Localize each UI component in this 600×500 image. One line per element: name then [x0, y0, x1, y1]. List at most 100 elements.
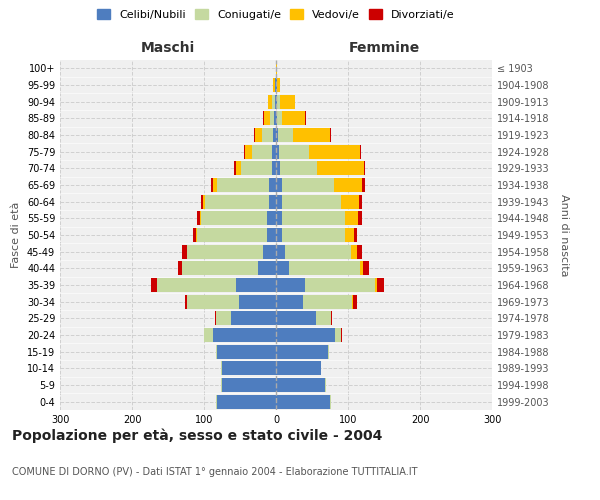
Bar — [216, 394, 217, 409]
Bar — [353, 294, 356, 308]
Bar — [264, 112, 269, 126]
Bar — [275, 94, 276, 109]
Bar — [216, 344, 217, 359]
Bar — [204, 328, 212, 342]
Bar — [351, 244, 356, 259]
Bar — [268, 211, 276, 226]
Bar — [263, 244, 276, 259]
Bar — [215, 311, 232, 326]
Bar — [276, 311, 316, 326]
Bar — [356, 244, 362, 259]
Bar — [221, 378, 222, 392]
Bar — [201, 194, 203, 209]
Bar — [276, 244, 284, 259]
Bar — [363, 261, 369, 276]
Bar — [272, 94, 275, 109]
Bar — [214, 178, 217, 192]
Bar — [377, 278, 384, 292]
Bar — [335, 328, 341, 342]
Bar — [276, 78, 277, 92]
Bar — [187, 244, 263, 259]
Bar — [325, 378, 326, 392]
Bar — [272, 144, 276, 159]
Bar — [276, 328, 335, 342]
Legend: Celibi/Nubili, Coniugati/e, Vedovi/e, Divorziati/e: Celibi/Nubili, Coniugati/e, Vedovi/e, Di… — [93, 5, 459, 24]
Bar — [151, 278, 157, 292]
Bar — [276, 62, 277, 76]
Bar — [196, 228, 197, 242]
Bar — [275, 78, 276, 92]
Bar — [328, 344, 329, 359]
Bar — [282, 211, 345, 226]
Bar — [276, 344, 328, 359]
Bar — [352, 294, 353, 308]
Bar — [244, 144, 245, 159]
Bar — [330, 394, 331, 409]
Bar — [269, 194, 276, 209]
Bar — [276, 228, 282, 242]
Bar — [222, 361, 276, 376]
Bar — [293, 128, 330, 142]
Bar — [276, 94, 277, 109]
Bar — [330, 128, 331, 142]
Bar — [187, 294, 239, 308]
Bar — [276, 162, 280, 175]
Bar — [304, 294, 352, 308]
Bar — [211, 178, 214, 192]
Bar — [254, 128, 255, 142]
Bar — [358, 211, 362, 226]
Bar — [331, 311, 332, 326]
Bar — [279, 144, 309, 159]
Bar — [276, 378, 325, 392]
Bar — [280, 94, 295, 109]
Bar — [276, 394, 330, 409]
Text: Femmine: Femmine — [349, 41, 419, 55]
Bar — [234, 162, 236, 175]
Bar — [197, 228, 268, 242]
Bar — [276, 361, 320, 376]
Bar — [282, 228, 345, 242]
Bar — [276, 144, 279, 159]
Text: COMUNE DI DORNO (PV) - Dati ISTAT 1° gennaio 2004 - Elaborazione TUTTITALIA.IT: COMUNE DI DORNO (PV) - Dati ISTAT 1° gen… — [12, 467, 418, 477]
Bar — [317, 162, 364, 175]
Bar — [276, 278, 305, 292]
Bar — [282, 112, 305, 126]
Bar — [273, 128, 276, 142]
Bar — [273, 78, 275, 92]
Bar — [345, 228, 354, 242]
Bar — [274, 112, 276, 126]
Y-axis label: Fasce di età: Fasce di età — [11, 202, 21, 268]
Bar — [278, 128, 293, 142]
Bar — [217, 178, 269, 192]
Bar — [268, 228, 276, 242]
Bar — [201, 211, 268, 226]
Bar — [236, 162, 241, 175]
Bar — [221, 361, 222, 376]
Bar — [276, 211, 282, 226]
Bar — [255, 128, 262, 142]
Bar — [316, 311, 331, 326]
Bar — [282, 178, 334, 192]
Bar — [276, 112, 277, 126]
Text: Maschi: Maschi — [141, 41, 195, 55]
Bar — [217, 344, 276, 359]
Bar — [309, 144, 359, 159]
Bar — [277, 94, 280, 109]
Bar — [245, 144, 252, 159]
Bar — [359, 261, 363, 276]
Bar — [193, 228, 196, 242]
Bar — [232, 311, 276, 326]
Bar — [276, 294, 304, 308]
Bar — [157, 278, 236, 292]
Bar — [272, 162, 276, 175]
Bar — [289, 261, 359, 276]
Bar — [182, 244, 187, 259]
Bar — [345, 211, 358, 226]
Bar — [222, 378, 276, 392]
Bar — [305, 278, 376, 292]
Bar — [262, 128, 273, 142]
Bar — [241, 162, 272, 175]
Bar — [359, 144, 361, 159]
Bar — [276, 261, 289, 276]
Bar — [178, 261, 182, 276]
